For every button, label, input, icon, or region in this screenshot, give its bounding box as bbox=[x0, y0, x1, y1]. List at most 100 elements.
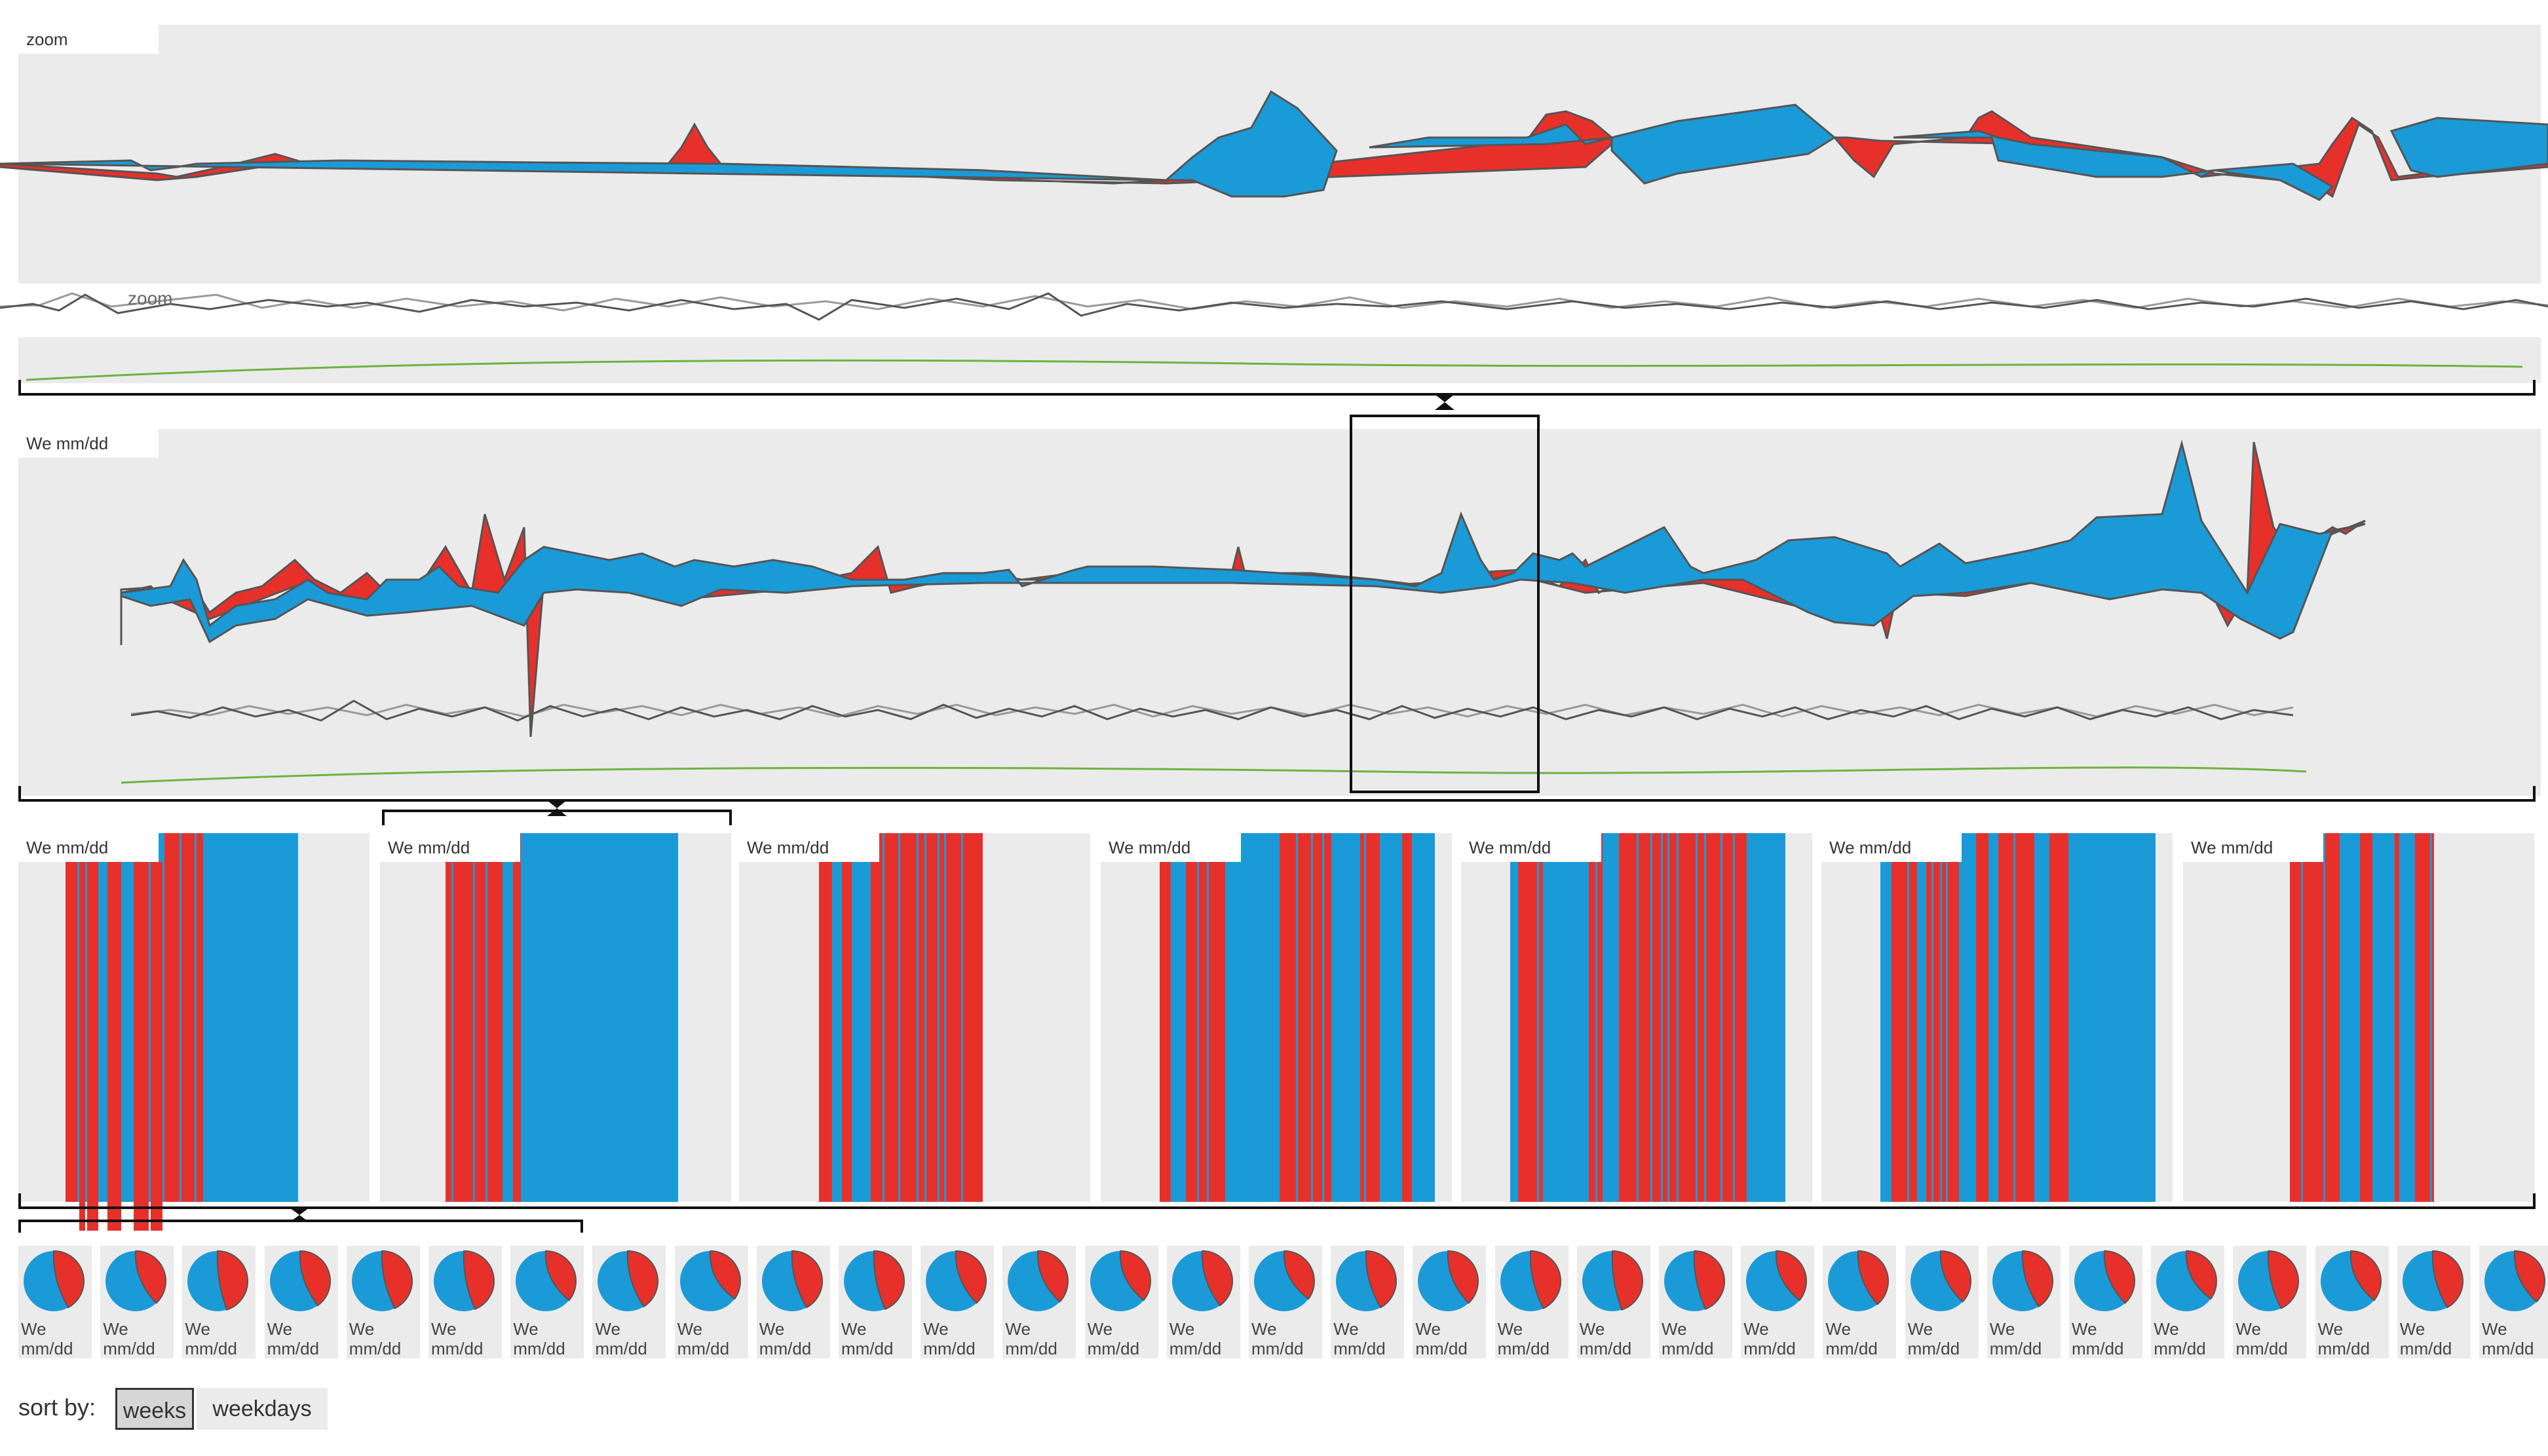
week-bracket bbox=[18, 786, 2536, 825]
week-streamgraph[interactable] bbox=[0, 429, 2548, 796]
pie-chart bbox=[351, 1250, 413, 1311]
week-bracket-handle bbox=[547, 800, 567, 816]
pie-card-label: We mm/dd bbox=[759, 1319, 811, 1358]
pie-card-label: We mm/dd bbox=[1662, 1319, 1713, 1358]
overview-line-light bbox=[0, 292, 2548, 312]
pie-card-date: mm/dd bbox=[1497, 1339, 1550, 1358]
pie-card-date: mm/dd bbox=[349, 1339, 402, 1358]
day-stripe-red bbox=[487, 833, 503, 1202]
sort-weeks-button[interactable]: weeks bbox=[115, 1388, 194, 1430]
day-stripe-red bbox=[926, 833, 938, 1202]
week-line-dark bbox=[130, 700, 2294, 722]
day-stripe-red bbox=[1209, 833, 1225, 1202]
pie-card-label: We mm/dd bbox=[267, 1319, 319, 1358]
pie-card[interactable]: We mm/dd bbox=[1166, 1246, 1240, 1358]
pie-card[interactable]: We mm/dd bbox=[1576, 1246, 1650, 1358]
pie-slice-red bbox=[627, 1250, 659, 1308]
pie-chart bbox=[2156, 1250, 2218, 1311]
day-stripe-red bbox=[2015, 833, 2034, 1202]
zoom-trend-line bbox=[26, 359, 2523, 381]
pie-card-date: mm/dd bbox=[513, 1339, 565, 1358]
pie-slice-red bbox=[1201, 1250, 1233, 1307]
pie-slice-red bbox=[873, 1250, 905, 1311]
pie-card-date: mm/dd bbox=[1415, 1339, 1468, 1358]
pie-card-date: mm/dd bbox=[1169, 1339, 1222, 1358]
day-stripe-red bbox=[842, 833, 852, 1202]
day-panel-tag: We mm/dd bbox=[1461, 833, 1601, 862]
day-stripe-red bbox=[453, 833, 473, 1202]
pie-chart bbox=[1336, 1250, 1398, 1311]
overview-stream-blue bbox=[0, 90, 2548, 201]
pie-chart bbox=[679, 1250, 741, 1311]
pie-card-date: mm/dd bbox=[1662, 1339, 1714, 1358]
day-stripe-red bbox=[1722, 833, 1733, 1202]
pie-card[interactable]: We mm/dd bbox=[346, 1246, 420, 1358]
pie-card[interactable]: We mm/dd bbox=[2479, 1246, 2548, 1358]
pie-card[interactable]: We mm/dd bbox=[264, 1246, 338, 1358]
pie-card[interactable]: We mm/dd bbox=[100, 1246, 174, 1358]
pie-card[interactable]: We mm/dd bbox=[182, 1246, 256, 1358]
day-stripe-red bbox=[151, 862, 162, 1231]
day-stripe-red bbox=[1663, 833, 1667, 1202]
pie-card[interactable]: We mm/dd bbox=[2397, 1246, 2471, 1358]
pie-card-date: mm/dd bbox=[2399, 1339, 2452, 1358]
pie-card[interactable]: We mm/dd bbox=[1249, 1246, 1322, 1358]
pie-card[interactable]: We mm/dd bbox=[921, 1246, 995, 1358]
day-stripe-red bbox=[1186, 833, 1197, 1202]
week-panel-tag: We mm/dd bbox=[18, 429, 159, 458]
day-stripe-red bbox=[134, 862, 149, 1231]
pie-slice-red bbox=[52, 1250, 85, 1309]
pie-card[interactable]: We mm/dd bbox=[1002, 1246, 1076, 1358]
pie-card-weekday: We bbox=[1662, 1319, 1687, 1339]
pie-card[interactable]: We mm/dd bbox=[756, 1246, 830, 1358]
pie-card[interactable]: We mm/dd bbox=[1987, 1246, 2061, 1358]
day-stripe-chart bbox=[1880, 833, 2156, 1202]
zoom-overlay-text: zoom bbox=[128, 288, 173, 308]
day-bracket bbox=[18, 1193, 2536, 1233]
pie-card-date: mm/dd bbox=[595, 1339, 647, 1358]
zoom-bracket bbox=[18, 380, 2536, 410]
pie-card-date: mm/dd bbox=[1579, 1339, 1632, 1358]
pie-card-weekday: We bbox=[759, 1319, 785, 1339]
day-stripe-red bbox=[2325, 833, 2340, 1202]
week-panel[interactable] bbox=[18, 429, 2541, 796]
pie-card[interactable]: We mm/dd bbox=[2233, 1246, 2307, 1358]
day-stripe-red bbox=[1706, 833, 1721, 1202]
pie-chart bbox=[1500, 1250, 1561, 1311]
pie-card[interactable]: We mm/dd bbox=[18, 1246, 92, 1358]
pie-card[interactable]: We mm/dd bbox=[1905, 1246, 1979, 1358]
pie-card-date: mm/dd bbox=[103, 1339, 155, 1358]
pie-card[interactable]: We mm/dd bbox=[2315, 1246, 2389, 1358]
pie-card-weekday: We bbox=[677, 1319, 703, 1339]
pie-card[interactable]: We mm/dd bbox=[1084, 1246, 1158, 1358]
sort-weekdays-button[interactable]: weekdays bbox=[197, 1388, 328, 1430]
pie-card[interactable]: We mm/dd bbox=[510, 1246, 584, 1358]
pie-slice-red bbox=[2349, 1250, 2382, 1301]
day-stripe-red bbox=[946, 833, 961, 1202]
pie-card[interactable]: We mm/dd bbox=[2069, 1246, 2142, 1358]
pie-card[interactable]: We mm/dd bbox=[839, 1246, 912, 1358]
pie-chart bbox=[1418, 1250, 1479, 1311]
pie-card-date: mm/dd bbox=[841, 1339, 894, 1358]
pie-card-weekday: We bbox=[595, 1319, 620, 1339]
pie-card[interactable]: We mm/dd bbox=[428, 1246, 502, 1358]
week-selection-box[interactable] bbox=[1350, 415, 1540, 793]
pie-card[interactable]: We mm/dd bbox=[1413, 1246, 1487, 1358]
week-stream-blue bbox=[120, 439, 2366, 644]
pie-slice-red bbox=[955, 1250, 987, 1304]
pie-card-label: We mm/dd bbox=[1333, 1319, 1385, 1358]
pie-card[interactable]: We mm/dd bbox=[1494, 1246, 1569, 1358]
pie-card[interactable]: We mm/dd bbox=[1331, 1246, 1405, 1358]
day-stripe-red bbox=[1402, 833, 1412, 1202]
pie-card[interactable]: We mm/dd bbox=[1741, 1246, 1815, 1358]
pie-card-label: We mm/dd bbox=[2482, 1319, 2534, 1358]
pie-card[interactable]: We mm/dd bbox=[1823, 1246, 1897, 1358]
pie-card[interactable]: We mm/dd bbox=[592, 1246, 666, 1358]
day-panel-tag: We mm/dd bbox=[380, 833, 520, 862]
pie-card[interactable]: We mm/dd bbox=[1659, 1246, 1732, 1358]
day-stripe-red bbox=[1652, 833, 1661, 1202]
pie-card[interactable]: We mm/dd bbox=[674, 1246, 748, 1358]
pie-card[interactable]: We mm/dd bbox=[2151, 1246, 2225, 1358]
zoom-overview-streamgraph[interactable] bbox=[0, 65, 2548, 288]
pie-slice-red bbox=[381, 1250, 413, 1309]
